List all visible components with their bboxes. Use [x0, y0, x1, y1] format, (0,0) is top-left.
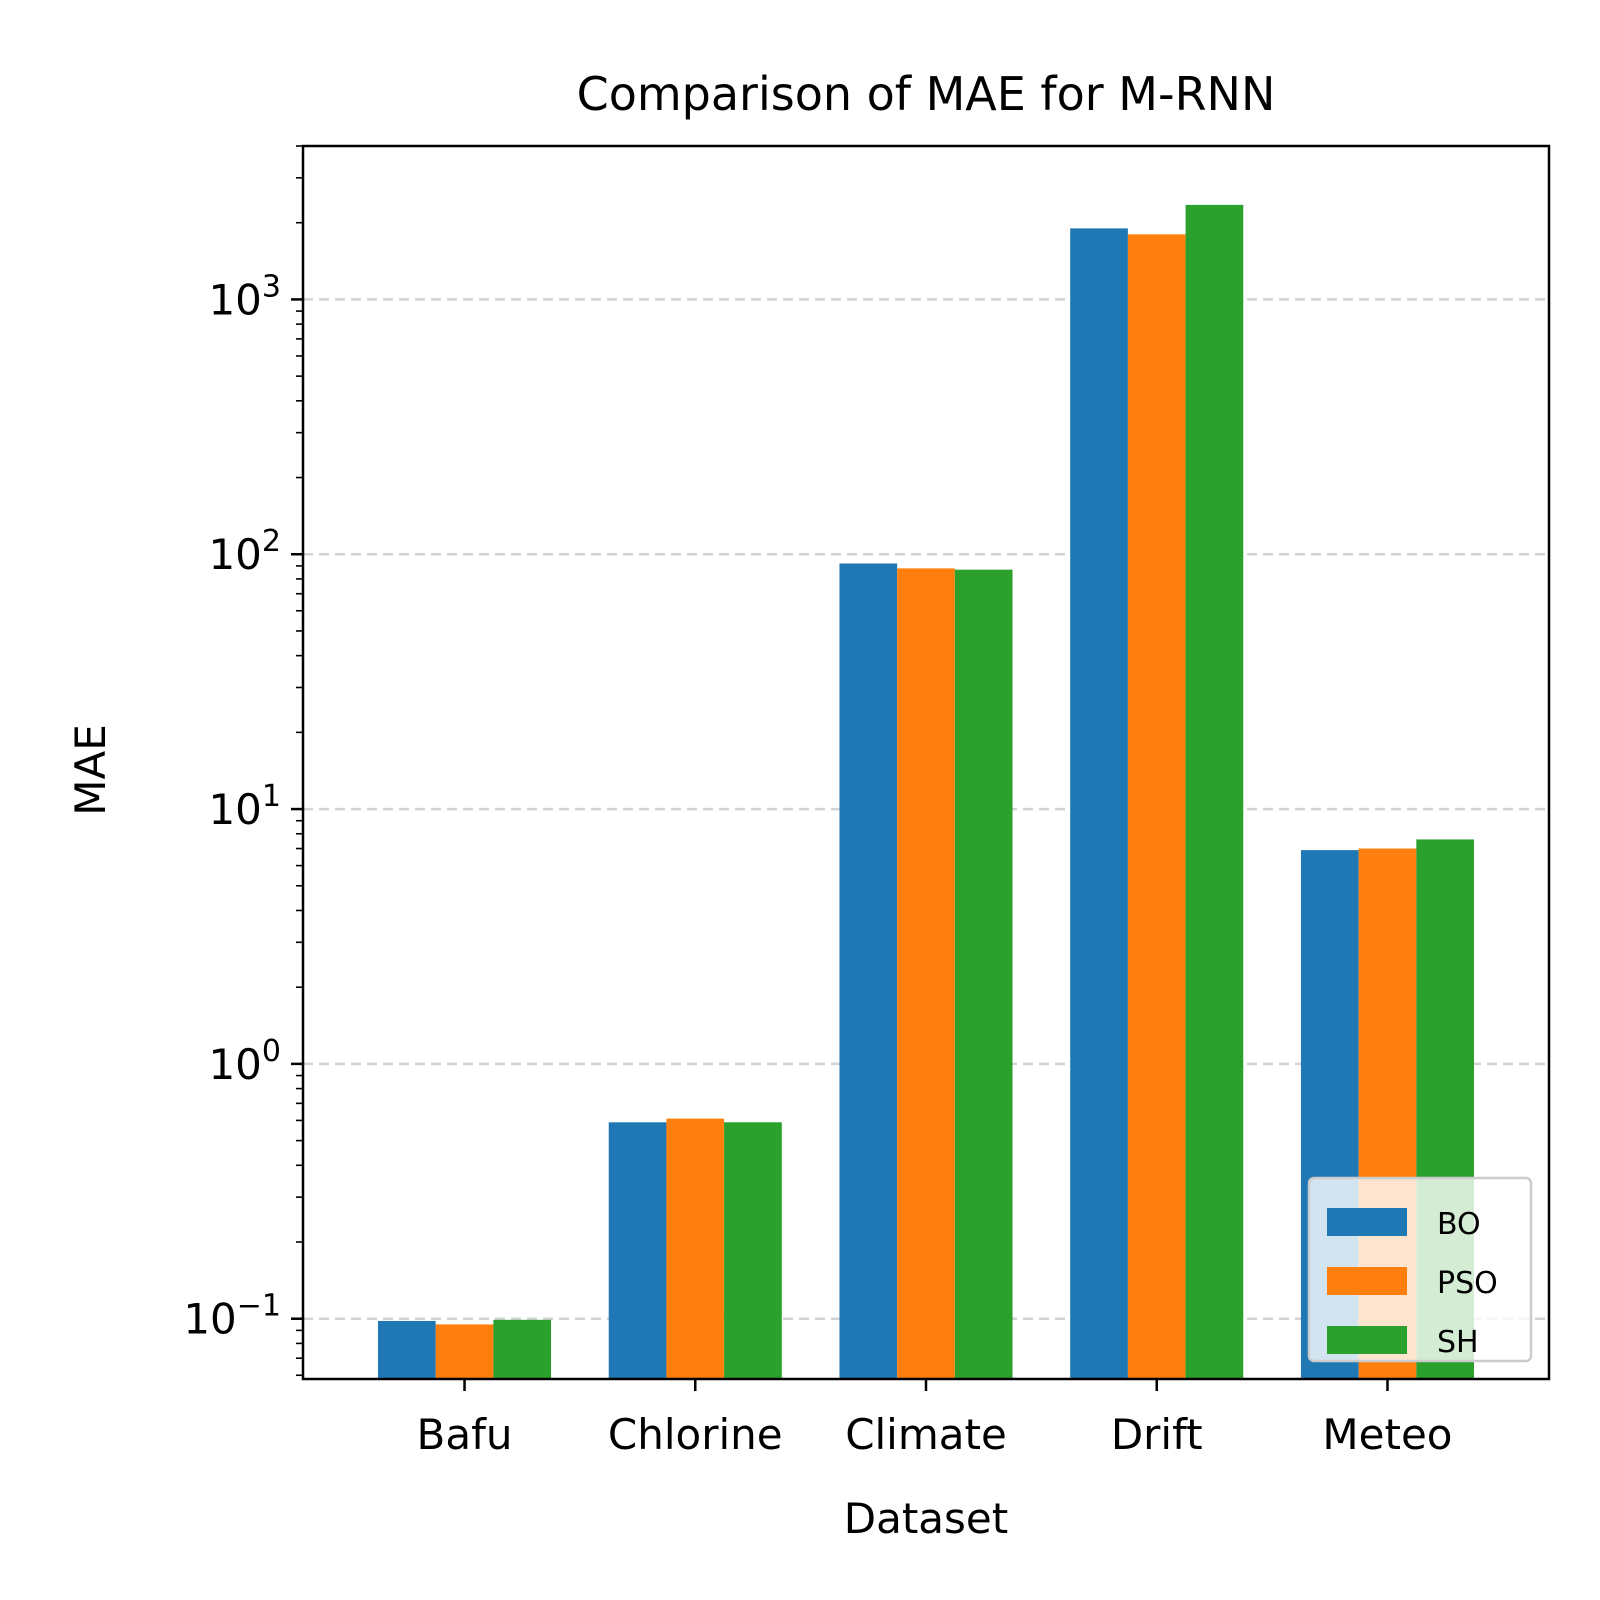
legend-swatch-sh: [1327, 1326, 1407, 1354]
y-tick-label: 102: [208, 524, 281, 579]
legend-label-sh: SH: [1437, 1325, 1479, 1360]
legend-swatch-bo: [1327, 1208, 1407, 1236]
bar-pso-drift: [1127, 234, 1186, 1379]
legend-label-bo: BO: [1437, 1207, 1481, 1242]
bar-bo-chlorine: [608, 1122, 667, 1379]
chart-title: Comparison of MAE for M-RNN: [577, 67, 1276, 121]
bar-pso-chlorine: [666, 1118, 725, 1379]
x-tick-label: Climate: [845, 1410, 1007, 1459]
y-tick-label: 101: [208, 779, 281, 834]
y-tick-label: 100: [208, 1034, 281, 1089]
bar-sh-bafu: [493, 1319, 552, 1379]
bar-bo-drift: [1070, 228, 1128, 1380]
y-tick-label: 10−1: [183, 1289, 281, 1344]
x-tick-label: Meteo: [1322, 1410, 1452, 1459]
legend-label-pso: PSO: [1437, 1266, 1498, 1301]
bar-bo-climate: [839, 563, 898, 1379]
x-tick-label: Bafu: [417, 1410, 513, 1459]
bar-sh-climate: [954, 569, 1013, 1379]
x-axis-label: Dataset: [844, 1494, 1008, 1543]
y-tick-label: 103: [208, 269, 281, 324]
legend: BO PSO SH: [1307, 1176, 1533, 1363]
bar-pso-bafu: [435, 1324, 494, 1379]
bar-sh-chlorine: [724, 1122, 782, 1379]
x-axis-ticks: Bafu Chlorine Climate Drift Meteo: [417, 1379, 1453, 1459]
bar-bo-bafu: [377, 1320, 436, 1379]
legend-swatch-pso: [1327, 1267, 1407, 1295]
y-axis-label: MAE: [66, 724, 115, 816]
bar-sh-drift: [1185, 204, 1244, 1380]
bar-pso-climate: [897, 568, 955, 1379]
y-axis-ticks: 10−1 100 101 102 103: [183, 145, 303, 1377]
x-tick-label: Chlorine: [608, 1410, 783, 1459]
x-tick-label: Drift: [1111, 1410, 1203, 1459]
